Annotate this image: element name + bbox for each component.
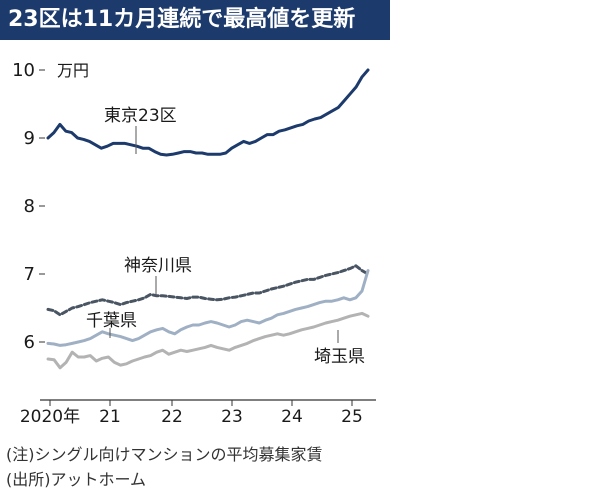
x-tick-label-3: 23 — [221, 407, 243, 427]
x-tick-label-1: 21 — [99, 407, 121, 427]
x-tick-label-2: 22 — [161, 407, 183, 427]
series-label-tokyo: 東京23区 — [104, 106, 177, 126]
x-tick-label-5: 25 — [341, 407, 363, 427]
x-tick-label-4: 24 — [281, 407, 303, 427]
series-label-chiba: 千葉県 — [86, 311, 137, 331]
chart-title: 23区は11カ月連続で最高値を更新 — [8, 7, 356, 32]
y-tick-label-9: 9 — [24, 128, 35, 149]
series-label-kanagawa: 神奈川県 — [124, 256, 192, 276]
title-banner: 23区は11カ月連続で最高値を更新 — [0, 0, 390, 40]
y-tick-label-7: 7 — [24, 264, 35, 285]
x-tick-label-0: 2020年 — [20, 407, 80, 427]
series-line-saitama — [46, 311, 370, 370]
chart-source: (出所)アットホーム — [6, 470, 147, 489]
series-line-kanagawa — [46, 264, 370, 317]
chart-note: (注)シングル向けマンションの平均募集家賃 — [6, 445, 323, 464]
y-tick-label-8: 8 — [24, 196, 35, 217]
series-label-saitama: 埼玉県 — [314, 347, 365, 367]
y-tick-label-10: 10 — [12, 60, 35, 81]
line-chart: 6 7 8 9 10 万円 2020年 21 22 23 24 25 東京23区 神奈川県 千葉県 埼… — [12, 60, 376, 427]
y-axis-unit: 万円 — [57, 61, 89, 80]
series-line-chiba — [46, 269, 370, 347]
y-tick-label-6: 6 — [24, 332, 35, 353]
series-line-tokyo — [46, 68, 370, 157]
